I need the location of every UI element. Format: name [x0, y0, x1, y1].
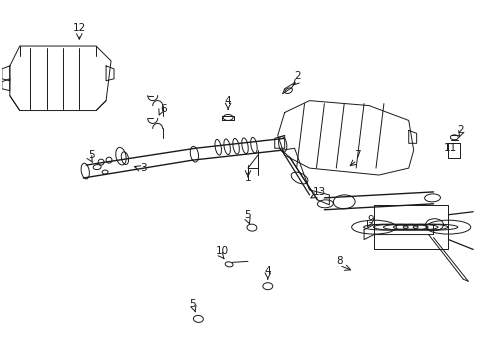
Text: 10: 10: [215, 247, 228, 256]
Text: 5: 5: [244, 210, 251, 220]
Text: 2: 2: [294, 71, 300, 81]
Text: 3: 3: [140, 163, 147, 173]
Text: 4: 4: [264, 266, 270, 276]
Text: 4: 4: [224, 96, 231, 105]
Text: 11: 11: [443, 143, 456, 153]
Text: 5: 5: [189, 299, 195, 309]
Text: 1: 1: [244, 173, 251, 183]
Text: 13: 13: [312, 187, 325, 197]
Text: 5: 5: [88, 150, 94, 160]
Text: 6: 6: [160, 104, 166, 113]
Text: 9: 9: [367, 215, 373, 225]
Text: 12: 12: [73, 23, 86, 33]
Text: 8: 8: [335, 256, 342, 266]
Text: 2: 2: [456, 125, 463, 135]
Text: 7: 7: [353, 150, 360, 160]
